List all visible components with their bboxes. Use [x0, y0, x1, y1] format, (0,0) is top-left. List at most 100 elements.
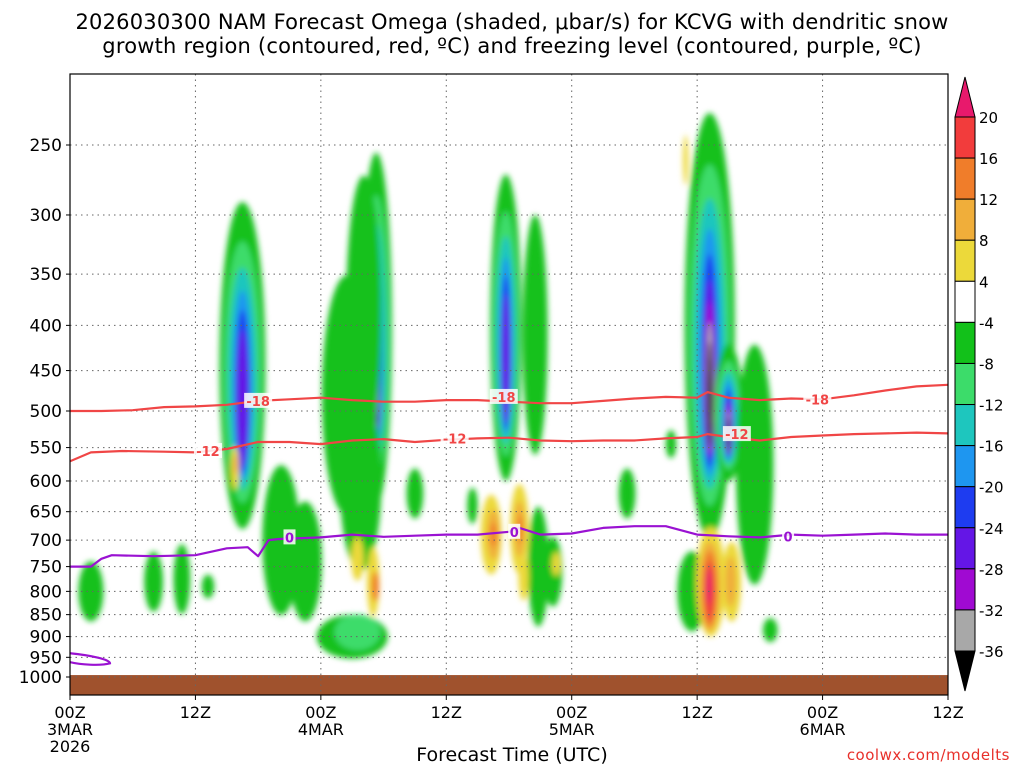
- omega-patch-8: [334, 614, 381, 651]
- omega-patch-15: [665, 430, 677, 459]
- colorbar-swatch-11: [954, 568, 976, 611]
- omega-patch-5: [288, 501, 322, 622]
- omega-patch-33: [551, 552, 561, 577]
- omega-patch-25: [371, 571, 379, 602]
- credit-text: coolwx.com/modelts: [846, 746, 1010, 764]
- x-tick-label-36: 12Z: [431, 703, 462, 722]
- colorbar-label-9: -20: [979, 479, 1004, 497]
- omega-patch-14: [618, 468, 636, 519]
- chart-title-line1: 2026030300 NAM Forecast Omega (shaded, μ…: [75, 10, 949, 34]
- x-tick-label-72: 00Z: [807, 703, 838, 722]
- contour-label-bg-2: [803, 391, 832, 407]
- y-tick-label-700: 700: [30, 531, 62, 551]
- plot-frame: [69, 73, 949, 696]
- omega-patch-19: [345, 175, 382, 456]
- omega-cell-3-level-8: [707, 341, 713, 449]
- y-tick-label-500: 500: [30, 402, 62, 422]
- colorbar-swatch-5: [954, 321, 976, 364]
- x-tick-date-0: 3MAR: [47, 720, 93, 739]
- chart-title-line2: growth region (contoured, red, ºC) and f…: [102, 34, 922, 58]
- colorbar-swatch-0: [954, 116, 976, 159]
- omega-patch-0: [78, 561, 104, 622]
- contour-label-bg-7: [508, 523, 521, 539]
- colorbar-label-10: -24: [979, 520, 1004, 538]
- omega-patch-17: [735, 344, 774, 585]
- colorbar-label-6: -8: [979, 355, 994, 373]
- contour-label-5: -12: [725, 428, 749, 443]
- omega-patch-11: [522, 214, 548, 455]
- colorbar-swatch-8: [954, 445, 976, 488]
- contour-line-2: [70, 525, 948, 568]
- colorbar-swatch-3: [954, 239, 976, 282]
- x-tick-date-24: 4MAR: [298, 720, 344, 739]
- contour-label-6: 0: [285, 531, 294, 546]
- colorbar-cap-top: [954, 76, 976, 118]
- y-tick-label-350: 350: [30, 265, 62, 285]
- x-tick-label-84: 12Z: [932, 703, 963, 722]
- omega-patch-1: [144, 551, 164, 612]
- contour-label-bg-3: [193, 443, 222, 459]
- omega-patch-20: [467, 487, 478, 524]
- colorbar-label-5: -4: [979, 314, 994, 332]
- contour-label-4: -12: [443, 432, 467, 447]
- colorbar-label-13: -36: [979, 643, 1004, 661]
- y-tick-label-600: 600: [30, 472, 62, 492]
- omega-patch-2: [173, 544, 191, 615]
- colorbar-swatch-9: [954, 486, 976, 529]
- y-tick-label-850: 850: [30, 606, 62, 626]
- gridlines: [70, 74, 948, 695]
- freezing-level-loop: [70, 652, 112, 666]
- colorbar-swatch-1: [954, 157, 976, 200]
- x-tick-label-24: 00Z: [305, 703, 336, 722]
- x-tick-date-72: 6MAR: [800, 720, 846, 739]
- y-tick-label-400: 400: [30, 316, 62, 336]
- colorbar-swatch-4: [954, 280, 976, 323]
- colorbar-label-2: 12: [979, 191, 998, 209]
- contour-label-bg-6: [283, 529, 296, 545]
- omega-patch-28: [490, 522, 497, 547]
- colorbar-swatch-6: [954, 362, 976, 406]
- contour-label-bg-4: [440, 430, 469, 446]
- contours: -18 -18 -18 -12 -12 -12 0 0 0: [70, 383, 948, 666]
- ground-layer: [70, 675, 948, 695]
- x-tick-label-60: 12Z: [681, 703, 712, 722]
- y-axis: 2503003504004505005506006507007508008509…: [19, 136, 70, 688]
- y-tick-label-550: 550: [30, 439, 62, 459]
- x-tick-label-48: 00Z: [556, 703, 587, 722]
- omega-patch-34: [683, 135, 689, 186]
- contour-label-2: -18: [806, 393, 830, 408]
- y-tick-label-950: 950: [30, 648, 62, 668]
- omega-patch-22: [232, 454, 238, 475]
- colorbar-label-7: -12: [979, 397, 1004, 415]
- omega-patch-39: [706, 568, 712, 605]
- colorbar-label-0: 20: [979, 109, 998, 127]
- omega-patch-18: [762, 618, 778, 643]
- y-tick-label-300: 300: [30, 206, 62, 226]
- contour-label-bg-5: [722, 426, 751, 442]
- x-tick-label-12: 12Z: [180, 703, 211, 722]
- y-tick-label-250: 250: [30, 136, 62, 156]
- contour-label-8: 0: [784, 530, 793, 545]
- colorbar-label-1: 16: [979, 150, 998, 168]
- y-tick-label-900: 900: [30, 628, 62, 648]
- colorbar-label-3: 8: [979, 232, 989, 250]
- omega-field: [78, 113, 778, 659]
- y-tick-label-1000: 1000: [19, 668, 62, 688]
- contour-label-bg-1: [489, 388, 518, 404]
- contour-line-0: [70, 383, 948, 413]
- omega-patch-3: [201, 574, 215, 599]
- x-tick-date-48: 5MAR: [549, 720, 595, 739]
- contour-label-bg-8: [782, 528, 795, 544]
- x-tick-label-0: 00Z: [54, 703, 85, 722]
- y-tick-label-800: 800: [30, 582, 62, 602]
- omega-patch-41: [725, 556, 736, 607]
- colorbar-cap-bottom: [954, 650, 976, 692]
- contour-label-0: -18: [246, 395, 270, 410]
- y-tick-label-650: 650: [30, 503, 62, 523]
- x-tick-year-0: 2026: [50, 737, 91, 756]
- colorbar-swatch-10: [954, 527, 976, 570]
- contour-label-bg-0: [244, 392, 273, 408]
- y-tick-label-750: 750: [30, 558, 62, 578]
